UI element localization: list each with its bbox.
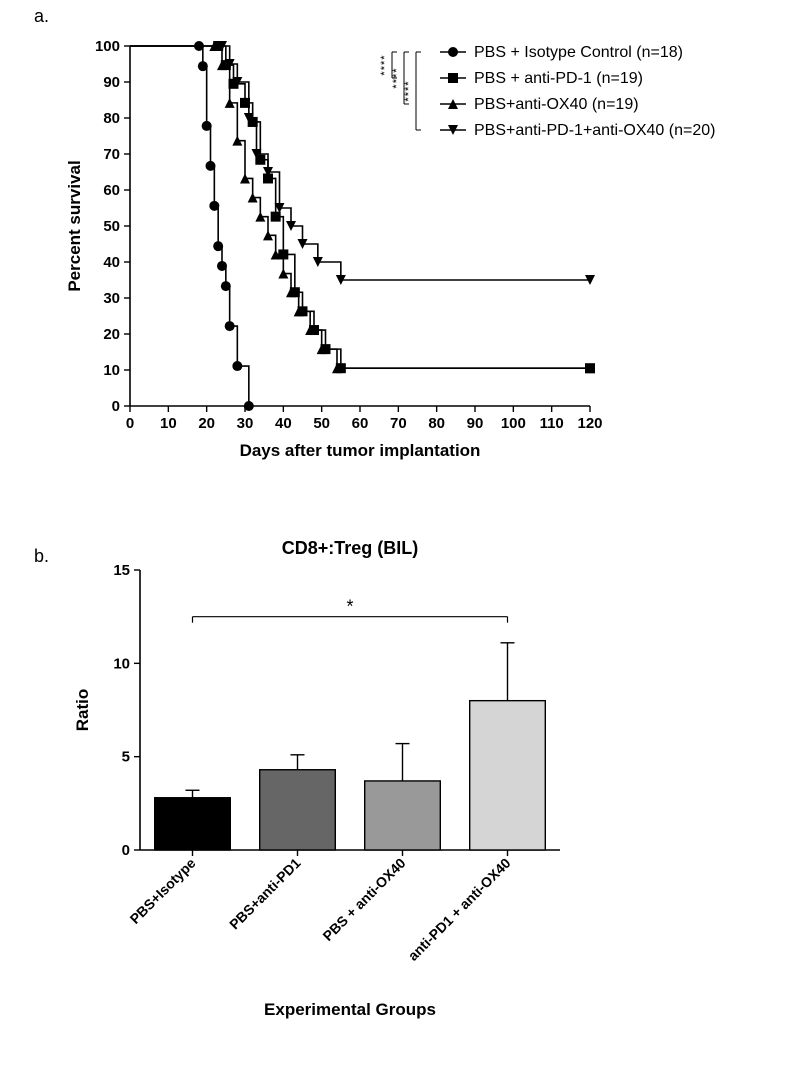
svg-text:15: 15: [113, 562, 130, 579]
svg-text:10: 10: [103, 362, 120, 379]
svg-text:****: ****: [379, 54, 391, 75]
survival-svg: 0 10 20 30 40 50 60 70 80 90 100 0 10 20 30 40 50 60 70 80 9…: [60, 36, 740, 516]
svg-text:PBS + Isotype Control (n=18): PBS + Isotype Control (n=18): [474, 44, 683, 61]
svg-text:80: 80: [428, 415, 445, 432]
svg-text:100: 100: [95, 38, 120, 55]
svg-text:40: 40: [275, 415, 292, 432]
svg-text:110: 110: [540, 415, 564, 432]
svg-text:100: 100: [501, 415, 526, 432]
svg-text:90: 90: [467, 415, 484, 432]
svg-text:PBS + anti-PD-1 (n=19): PBS + anti-PD-1 (n=19): [474, 70, 643, 87]
svg-text:Days after tumor implantation: Days after tumor implantation: [240, 441, 481, 460]
panel-a-label: a.: [34, 6, 49, 27]
svg-text:10: 10: [113, 655, 130, 672]
svg-text:10: 10: [160, 415, 177, 432]
svg-text:70: 70: [103, 146, 120, 163]
svg-text:Ratio: Ratio: [73, 689, 92, 732]
svg-text:PBS+anti-PD1: PBS+anti-PD1: [226, 855, 304, 933]
svg-text:Percent survival: Percent survival: [65, 160, 84, 291]
svg-text:****: ****: [391, 67, 403, 88]
svg-text:Experimental Groups: Experimental Groups: [264, 1000, 436, 1019]
svg-text:60: 60: [103, 182, 120, 199]
svg-text:50: 50: [313, 415, 330, 432]
svg-text:0: 0: [126, 415, 134, 432]
panel-b-label: b.: [34, 546, 49, 567]
svg-text:90: 90: [103, 74, 120, 91]
svg-text:40: 40: [103, 254, 120, 271]
bar-svg: CD8+:Treg (BIL) 0 5 10 15 Ratio PBS+Isotype PBS…: [60, 540, 720, 1060]
svg-text:70: 70: [390, 415, 407, 432]
svg-text:CD8+:Treg (BIL): CD8+:Treg (BIL): [282, 538, 419, 558]
panel-a-survival-chart: 0 10 20 30 40 50 60 70 80 90 100 0 10 20 30 40 50 60 70 80 9…: [60, 36, 740, 516]
svg-text:PBS+anti-PD-1+anti-OX40 (n=20): PBS+anti-PD-1+anti-OX40 (n=20): [474, 122, 715, 139]
svg-text:5: 5: [122, 749, 130, 766]
svg-text:50: 50: [103, 218, 120, 235]
svg-text:30: 30: [103, 290, 120, 307]
svg-text:20: 20: [103, 326, 120, 343]
svg-text:20: 20: [198, 415, 215, 432]
svg-text:PBS+Isotype: PBS+Isotype: [127, 855, 199, 927]
svg-text:****: ****: [403, 80, 415, 101]
svg-text:*: *: [346, 597, 353, 617]
svg-text:0: 0: [112, 398, 120, 415]
svg-text:0: 0: [122, 842, 130, 859]
panel-b-bar-chart: CD8+:Treg (BIL) 0 5 10 15 Ratio PBS+Isotype PBS…: [60, 540, 720, 1060]
svg-text:60: 60: [352, 415, 369, 432]
svg-text:PBS+anti-OX40 (n=19): PBS+anti-OX40 (n=19): [474, 96, 639, 113]
svg-text:30: 30: [237, 415, 254, 432]
svg-text:PBS + anti-OX40: PBS + anti-OX40: [319, 855, 408, 944]
svg-text:anti-PD1 + anti-OX40: anti-PD1 + anti-OX40: [405, 855, 514, 964]
svg-text:80: 80: [103, 110, 120, 127]
svg-text:120: 120: [577, 415, 602, 432]
